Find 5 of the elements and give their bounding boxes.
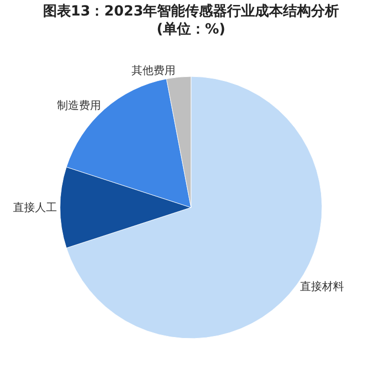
slice-label: 其他费用 [131, 64, 176, 78]
slice-label: 直接人工 [12, 201, 57, 214]
chart-title: 图表13：2023年智能传感器行业成本结构分析 (单位：%) [42, 3, 340, 38]
slice-label: 直接材料 [300, 280, 344, 294]
slice-label: 制造费用 [57, 99, 102, 112]
